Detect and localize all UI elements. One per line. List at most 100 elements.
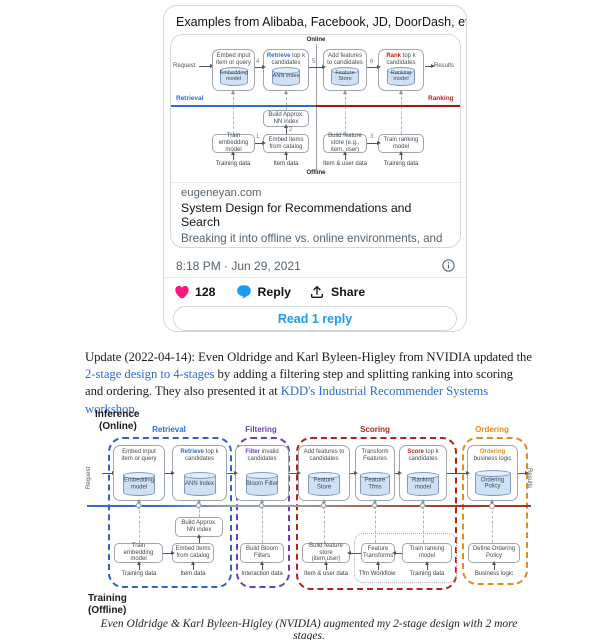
data-label: Interaction data <box>241 571 283 577</box>
arrow-up <box>137 561 141 570</box>
request-label: Request <box>86 466 93 490</box>
node-ordering: Ordering business logic Ordering Policy <box>467 445 518 501</box>
node-embed-items: Embed items from catalog <box>172 543 214 563</box>
arrow-up <box>425 561 429 570</box>
tfm-workflow-box <box>354 533 457 583</box>
stage-outline-ordering <box>462 437 528 585</box>
data-label: Item & user data <box>303 571 349 577</box>
data-label: Training data <box>409 571 445 577</box>
divider <box>164 277 466 278</box>
arrow <box>367 141 381 145</box>
preview-description: Breaking it into offline vs. online envi… <box>181 232 443 245</box>
step-number: 2 <box>289 127 293 133</box>
database-cylinder-icon: Ordering Policy <box>474 470 511 496</box>
arrow-left <box>347 551 361 555</box>
arrow-up <box>260 561 264 570</box>
arrow-up <box>284 151 288 160</box>
dashed-connector <box>137 499 141 543</box>
paragraph-text: Update (2022-04-14): Even Oldridge and K… <box>85 350 532 364</box>
online-offline-gradient-line <box>87 505 531 507</box>
data-label: Training data <box>383 161 419 167</box>
request-label: Request <box>173 63 196 69</box>
data-label: Item data <box>273 161 299 167</box>
link-kdd-workshop[interactable]: KDD's Industrial Recommender Systems wor… <box>85 384 489 416</box>
arrow-up <box>324 561 328 570</box>
preview-site: eugeneyan.com <box>181 187 262 199</box>
database-cylinder-icon: Feature Store <box>308 472 340 496</box>
arrow-up <box>284 124 288 134</box>
tweet-text[interactable]: Examples from Alibaba, Facebook, JD, Doo… <box>176 15 466 29</box>
four-stage-diagram: Inference (Online) Training (Offline) Re… <box>85 405 533 618</box>
step-number: 4 <box>256 59 260 65</box>
dashed-connector <box>260 499 264 543</box>
node-transform-features: Transform Features Feature Tfms <box>355 445 395 501</box>
request-arrow <box>102 471 116 475</box>
share-icon[interactable] <box>309 284 325 300</box>
stage-outline-retrieval <box>108 437 232 588</box>
tweet-card: Examples from Alibaba, Facebook, JD, Doo… <box>163 5 467 332</box>
training-label: Training <box>88 593 127 604</box>
arrow <box>163 551 175 555</box>
node-filter: Filter invalid candidates Bloom Filter <box>235 445 289 501</box>
arrow-up <box>231 151 235 160</box>
offline-label: Offline <box>306 170 326 176</box>
database-cylinder-icon: Embedding model <box>123 472 155 496</box>
inference-label: Inference <box>95 409 140 420</box>
database-cylinder-icon: ANN Index <box>183 472 216 496</box>
arrow-up <box>376 561 380 570</box>
tweet-timestamp[interactable]: 8:18 PM · Jun 29, 2021 <box>176 259 301 273</box>
data-label: Training data <box>215 161 251 167</box>
stage-outline-filtering <box>236 437 290 588</box>
results-label: Results <box>526 467 533 489</box>
arrow-up <box>492 561 496 570</box>
arrow <box>309 65 326 69</box>
data-label: Business logic <box>474 571 514 577</box>
stage-outline-scoring <box>296 437 457 590</box>
dashed-connector <box>343 90 347 134</box>
share-label[interactable]: Share <box>331 285 366 299</box>
tfm-workflow-label: Tfm Workflow <box>358 571 396 577</box>
results-arrow <box>425 64 435 68</box>
figure-caption: Even Oldridge & Karl Byleen-Higley (NVID… <box>100 618 518 640</box>
results-arrow <box>518 471 529 475</box>
step-number: 1 <box>256 134 260 140</box>
two-stage-diagram: Online Request Results Embed input item … <box>171 35 460 183</box>
like-icon[interactable] <box>174 284 190 300</box>
reply-icon[interactable] <box>236 284 252 300</box>
dashed-connector <box>373 499 377 543</box>
arrow <box>367 65 381 69</box>
arrow <box>350 471 358 475</box>
like-count[interactable]: 128 <box>195 285 216 299</box>
reply-label[interactable]: Reply <box>257 285 292 299</box>
database-cylinder-icon: Embedding model <box>219 67 248 86</box>
data-label: Item data <box>180 571 206 577</box>
data-label: Item & user data <box>322 161 368 167</box>
link-4-stage-design[interactable]: 2-stage design to 4-stages <box>85 367 215 382</box>
database-cylinder-icon: Ranking model <box>387 67 415 86</box>
node-embed-input: Embed input item or query Embedding mode… <box>212 49 255 91</box>
database-cylinder-icon: Feature Store <box>331 67 359 86</box>
preview-title[interactable]: System Design for Recommendations and Se… <box>181 201 412 229</box>
link-preview-card[interactable]: Online Request Results Embed input item … <box>170 34 461 248</box>
node-build-bloom-filters: Build Bloom Filters <box>240 543 284 563</box>
dashed-connector <box>322 499 326 543</box>
ranking-line <box>316 105 460 107</box>
arrow-up <box>399 151 403 160</box>
database-cylinder-icon: ANN index <box>272 67 300 86</box>
stage-label-scoring: Scoring <box>360 425 390 434</box>
dashed-connector <box>231 90 235 134</box>
stage-label-retrieval: Retrieval <box>152 425 186 434</box>
dashed-connector <box>399 90 403 134</box>
database-cylinder-icon: Feature Tfms <box>360 472 390 496</box>
info-icon[interactable] <box>441 258 456 273</box>
database-cylinder-icon: Bloom Filter <box>246 472 278 496</box>
node-embed-input: Embed input item or query Embedding mode… <box>113 445 165 501</box>
read-reply-button[interactable]: Read 1 reply <box>173 306 457 331</box>
arrow-up <box>197 534 201 543</box>
node-retrieve: Retrieve top k candidates ANN index <box>263 49 309 91</box>
arrow <box>289 471 301 475</box>
arrow <box>447 471 470 475</box>
node-build-feature-store: Build feature store (item,user) <box>302 543 350 563</box>
dashed-connector <box>197 499 201 517</box>
arrow <box>395 471 402 475</box>
